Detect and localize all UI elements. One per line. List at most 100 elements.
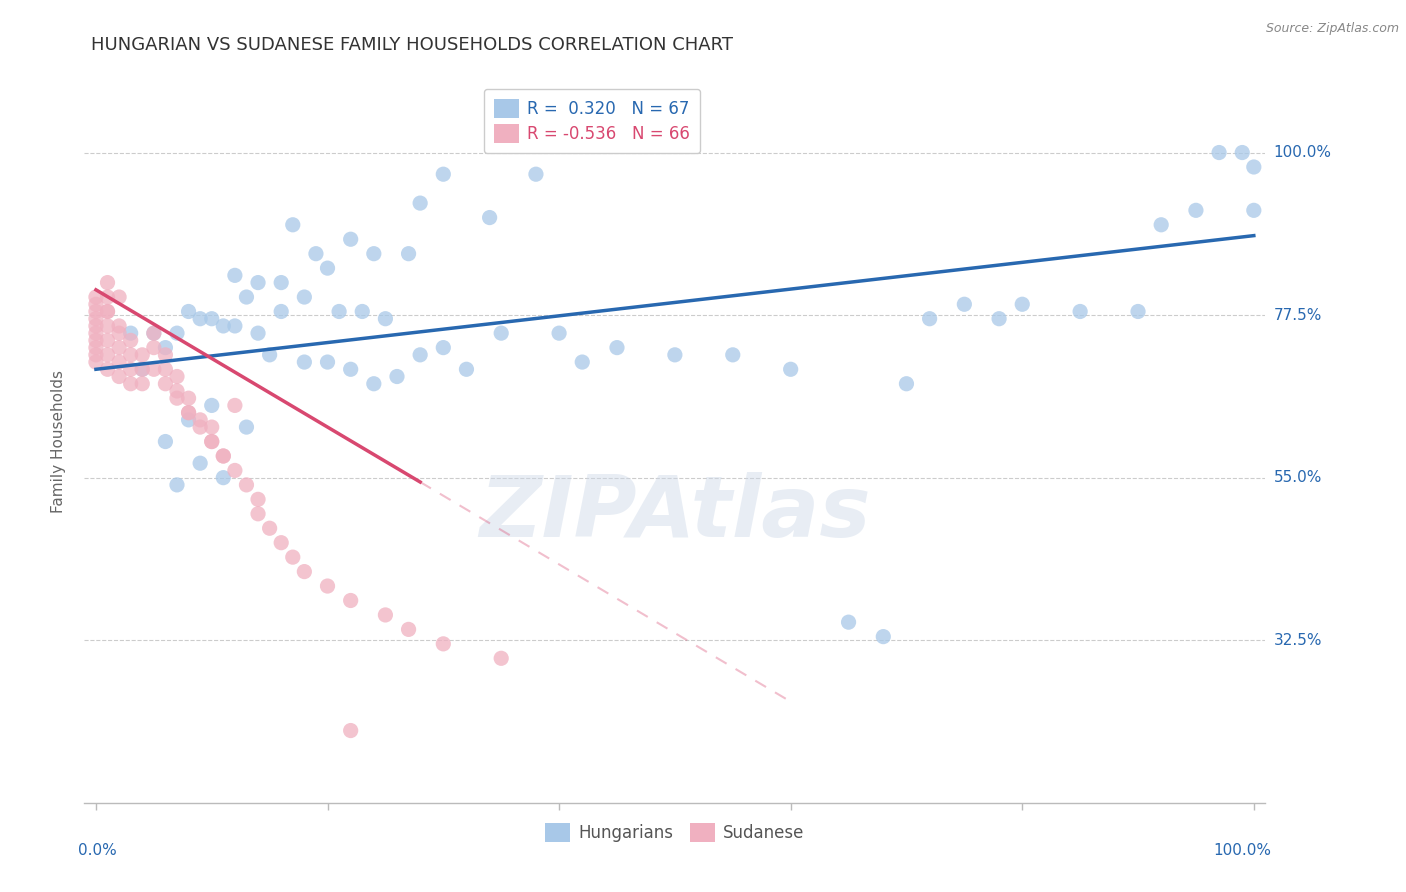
Point — [108, 341, 131, 355]
Point — [918, 311, 941, 326]
Point — [224, 463, 246, 477]
Point — [259, 521, 281, 535]
Point — [212, 449, 235, 463]
Point — [142, 362, 165, 376]
Point — [212, 470, 235, 484]
Point — [142, 326, 165, 340]
Point — [247, 326, 270, 340]
Point — [108, 355, 131, 369]
Point — [548, 326, 571, 340]
Point — [1150, 218, 1173, 232]
Point — [247, 276, 270, 290]
Point — [201, 420, 224, 434]
Point — [155, 434, 177, 449]
Point — [385, 369, 408, 384]
Point — [1126, 304, 1149, 318]
Point — [155, 362, 177, 376]
Text: 77.5%: 77.5% — [1274, 308, 1322, 323]
Point — [166, 478, 188, 492]
Point — [305, 246, 328, 260]
Point — [606, 341, 628, 355]
Text: ZIPAtlas: ZIPAtlas — [479, 472, 870, 556]
Point — [155, 348, 177, 362]
Point — [201, 434, 224, 449]
Point — [108, 369, 131, 384]
Point — [188, 311, 211, 326]
Point — [292, 290, 315, 304]
Point — [456, 362, 478, 376]
Point — [281, 218, 304, 232]
Point — [177, 391, 200, 405]
Point — [489, 326, 512, 340]
Point — [1243, 160, 1265, 174]
Point — [108, 318, 131, 333]
Point — [201, 434, 224, 449]
Point — [363, 376, 385, 391]
Point — [247, 492, 270, 507]
Point — [328, 304, 350, 318]
Point — [166, 384, 188, 398]
Point — [953, 297, 976, 311]
Point — [142, 326, 165, 340]
Point — [339, 593, 361, 607]
Point — [316, 261, 339, 276]
Point — [398, 623, 420, 637]
Point — [292, 565, 315, 579]
Point — [259, 348, 281, 362]
Point — [489, 651, 512, 665]
Point — [142, 341, 165, 355]
Point — [1185, 203, 1208, 218]
Legend: Hungarians, Sudanese: Hungarians, Sudanese — [538, 816, 811, 848]
Point — [571, 355, 593, 369]
Point — [235, 290, 257, 304]
Point — [212, 318, 235, 333]
Point — [1011, 297, 1033, 311]
Point — [235, 478, 257, 492]
Point — [96, 362, 118, 376]
Point — [120, 362, 142, 376]
Point — [721, 348, 744, 362]
Point — [224, 318, 246, 333]
Point — [409, 348, 432, 362]
Text: 55.0%: 55.0% — [1274, 470, 1322, 485]
Point — [177, 406, 200, 420]
Point — [177, 304, 200, 318]
Point — [316, 579, 339, 593]
Point — [201, 398, 224, 412]
Point — [398, 246, 420, 260]
Point — [120, 326, 142, 340]
Point — [84, 334, 107, 348]
Point — [478, 211, 501, 225]
Text: 0.0%: 0.0% — [79, 843, 117, 857]
Point — [872, 630, 894, 644]
Point — [131, 376, 153, 391]
Point — [84, 341, 107, 355]
Point — [84, 318, 107, 333]
Text: 100.0%: 100.0% — [1213, 843, 1271, 857]
Point — [1243, 203, 1265, 218]
Point — [374, 311, 396, 326]
Point — [292, 355, 315, 369]
Point — [664, 348, 686, 362]
Point — [188, 413, 211, 427]
Point — [1232, 145, 1254, 160]
Point — [779, 362, 801, 376]
Point — [131, 362, 153, 376]
Point — [270, 276, 292, 290]
Point — [155, 341, 177, 355]
Point — [96, 290, 118, 304]
Point — [84, 355, 107, 369]
Point — [838, 615, 860, 630]
Point — [339, 362, 361, 376]
Text: Source: ZipAtlas.com: Source: ZipAtlas.com — [1265, 22, 1399, 36]
Point — [96, 304, 118, 318]
Point — [339, 232, 361, 246]
Point — [339, 723, 361, 738]
Point — [166, 369, 188, 384]
Point — [270, 535, 292, 549]
Point — [84, 326, 107, 340]
Text: 32.5%: 32.5% — [1274, 632, 1322, 648]
Point — [235, 420, 257, 434]
Point — [177, 406, 200, 420]
Point — [432, 341, 454, 355]
